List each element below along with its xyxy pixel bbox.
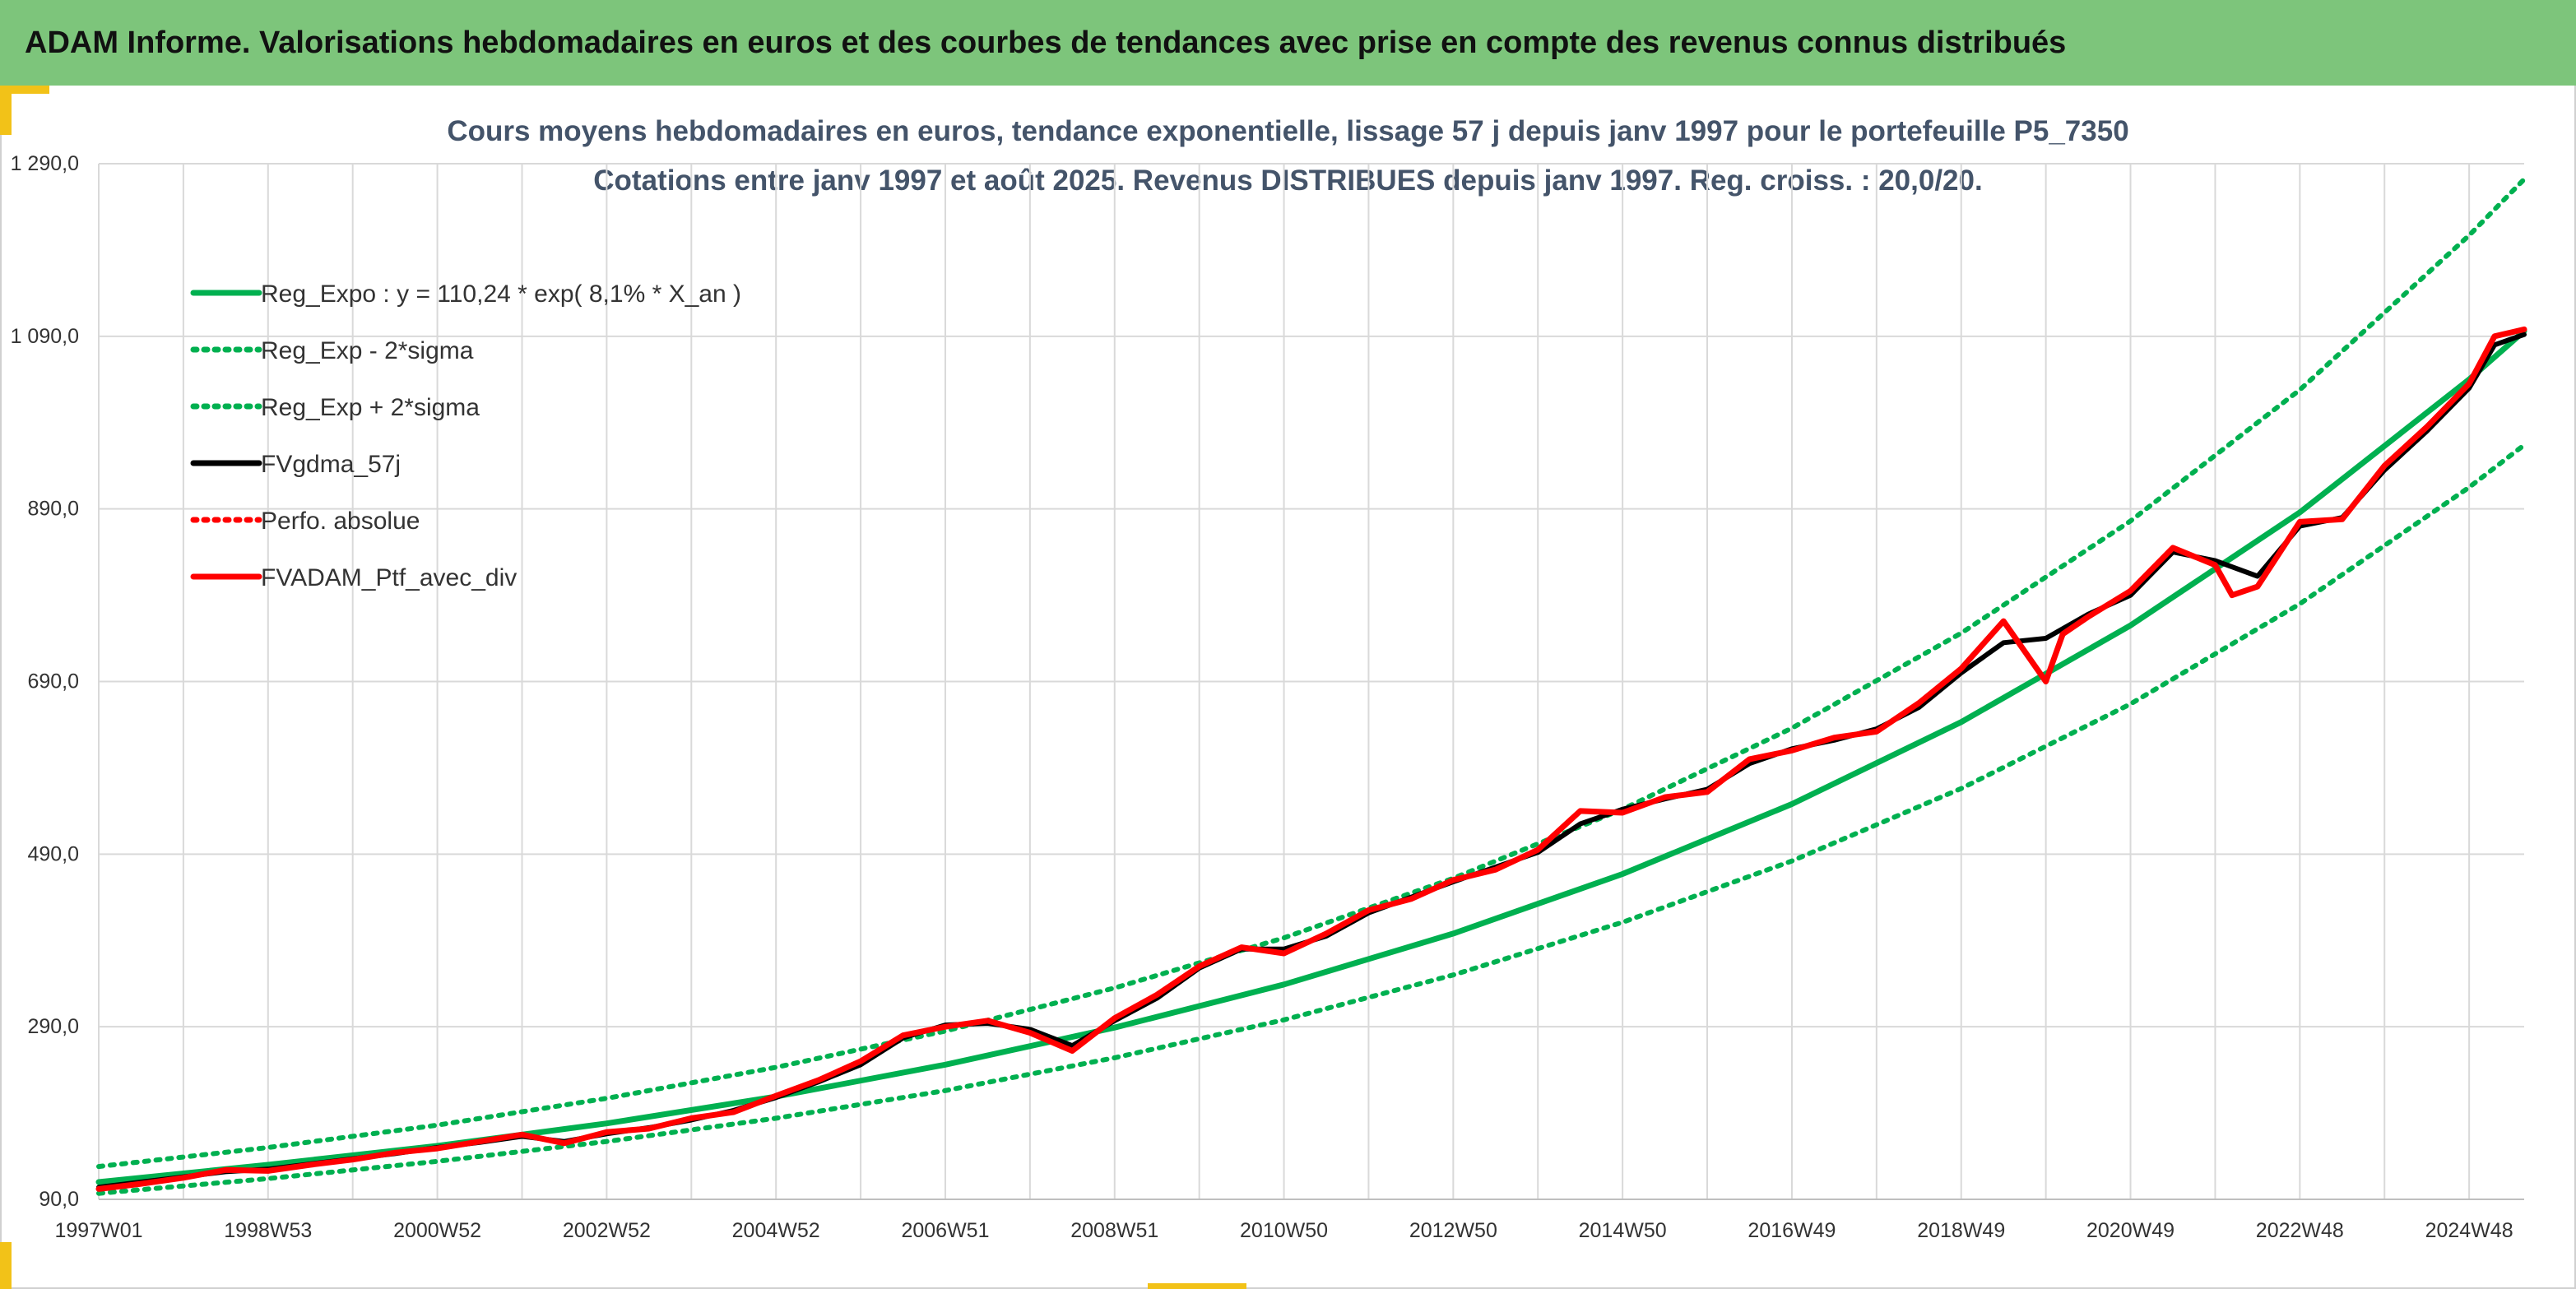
- x-tick-label: 2020W49: [2086, 1219, 2175, 1242]
- y-tick-label: 290,0: [27, 1015, 79, 1038]
- legend-label: Reg_Exp + 2*sigma: [261, 394, 480, 421]
- series-line-3: [96, 176, 2527, 1170]
- x-tick-label: 1997W01: [54, 1219, 142, 1242]
- y-tick-label: 890,0: [27, 498, 79, 521]
- legend-label: FVADAM_Ptf_avec_div: [261, 564, 517, 591]
- y-tick-label: 1 290,0: [11, 152, 79, 175]
- x-tick-label: 1998W53: [224, 1219, 312, 1242]
- x-tick-label: 2024W48: [2425, 1219, 2513, 1242]
- corner-accent: [0, 86, 49, 94]
- corner-accent: [0, 1242, 12, 1289]
- chart-title: Cours moyens hebdomadaires en euros, ten…: [447, 115, 2129, 147]
- page-title: ADAM Informe. Valorisations hebdomadaire…: [25, 25, 2067, 60]
- chart-subtitle: Cotations entre janv 1997 et août 2025. …: [593, 165, 1983, 197]
- series-lines: [95, 176, 2527, 1196]
- grid: [98, 163, 2524, 1200]
- x-tick-label: 2002W52: [563, 1219, 651, 1242]
- x-tick-label: 2006W51: [901, 1219, 989, 1242]
- corner-accent: [0, 86, 12, 135]
- series-line-2: [96, 443, 2527, 1196]
- legend-label: Reg_Expo : y = 110,24 * exp( 8,1% * X_an…: [261, 281, 741, 308]
- legend: Reg_Expo : y = 110,24 * exp( 8,1% * X_an…: [190, 281, 741, 591]
- x-tick-label: 2004W52: [732, 1219, 820, 1242]
- x-tick-label: 2008W51: [1070, 1219, 1158, 1242]
- x-tick-label: 2012W50: [1409, 1219, 1497, 1242]
- y-tick-label: 690,0: [27, 670, 79, 693]
- chart-frame: [0, 86, 2576, 1289]
- axes: 90,0 290,0 490,0 690,0 890,0 1 090,0 1 290,0 19…: [11, 152, 2524, 1242]
- x-tick-label: 2000W52: [393, 1219, 481, 1242]
- x-tick-label: 2022W48: [2256, 1219, 2344, 1242]
- header-banner: ADAM Informe. Valorisations hebdomadaire…: [0, 0, 2576, 86]
- series-line-1: [95, 328, 2527, 1185]
- series-line-4: [96, 332, 2527, 1190]
- y-tick-label: 490,0: [27, 842, 79, 865]
- x-tick-label: 2018W49: [1917, 1219, 2005, 1242]
- legend-label: Reg_Exp - 2*sigma: [261, 337, 474, 364]
- x-tick-label: 2014W50: [1579, 1219, 1667, 1242]
- legend-label: Perfo. absolue: [261, 508, 420, 535]
- x-tick-label: 2010W50: [1240, 1219, 1328, 1242]
- y-tick-label: 90,0: [39, 1188, 79, 1211]
- legend-label: FVgdma_57j: [261, 451, 401, 478]
- x-tick-label: 2016W49: [1748, 1219, 1836, 1242]
- y-tick-label: 1 090,0: [11, 325, 79, 348]
- corner-accent: [1148, 1283, 1246, 1289]
- series-line-6: [95, 326, 2527, 1192]
